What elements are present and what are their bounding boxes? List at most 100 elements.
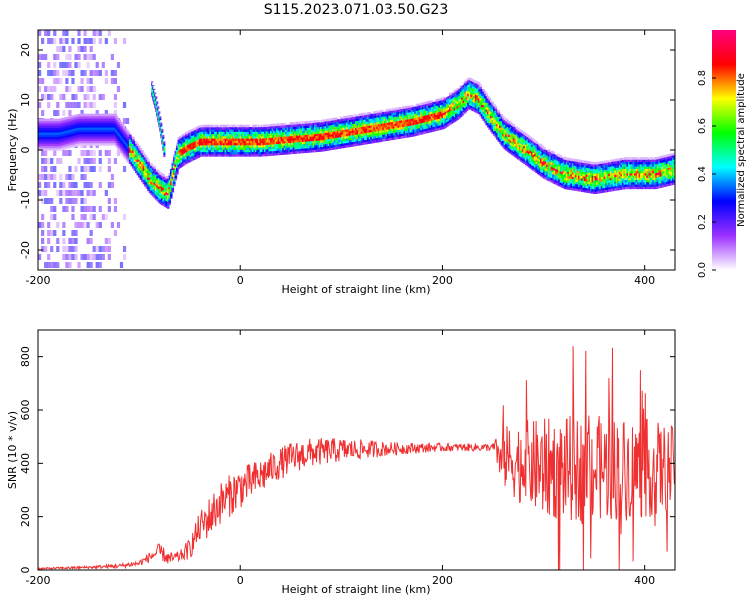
- heatmap-cell: [270, 153, 273, 156]
- heatmap-cell: [74, 144, 77, 147]
- heatmap-cell: [488, 115, 492, 119]
- heatmap-cell: [536, 158, 540, 161]
- heatmap-cell: [129, 139, 132, 142]
- heatmap-cell: [56, 123, 59, 126]
- heatmap-cell: [259, 138, 263, 141]
- heatmap-cell: [427, 109, 431, 113]
- heatmap-cell: [494, 126, 498, 129]
- heatmap-cell: [465, 90, 469, 94]
- heatmap-cell: [109, 131, 112, 135]
- heatmap-cell: [241, 145, 244, 148]
- heatmap-cell: [386, 133, 390, 137]
- heatmap-cell: [286, 129, 290, 132]
- heatmap-cell: [267, 151, 270, 154]
- heatmap-cell: [110, 143, 114, 146]
- heatmap-cell: [445, 124, 449, 127]
- heatmap-cell: [282, 145, 285, 149]
- heatmap-cell: [159, 185, 162, 189]
- heatmap-cell: [403, 117, 407, 121]
- heatmap-cell: [468, 91, 472, 94]
- heatmap-cell: [66, 141, 70, 144]
- heatmap-cell: [109, 127, 112, 130]
- heatmap-cell: [75, 123, 79, 126]
- heatmap-cell: [104, 125, 108, 128]
- heatmap-cell: [159, 197, 162, 200]
- heatmap-cell: [509, 128, 513, 132]
- heatmap-cell: [63, 130, 67, 134]
- heatmap-cell: [536, 169, 540, 172]
- heatmap-cell: [518, 151, 522, 154]
- heatmap-cell: [160, 182, 164, 185]
- heatmap-cell: [496, 112, 499, 116]
- heatmap-cell: [303, 148, 307, 151]
- heatmap-cell: [183, 155, 187, 159]
- heatmap-cell: [424, 124, 428, 127]
- heatmap-cell: [489, 115, 493, 119]
- heatmap-cell: [535, 143, 539, 147]
- heatmap-cell: [459, 98, 463, 102]
- heatmap-cell: [223, 142, 226, 146]
- heatmap-cell: [509, 131, 513, 134]
- heatmap-cell: [376, 112, 379, 116]
- heatmap-cell: [527, 135, 531, 139]
- heatmap-cell: [515, 126, 519, 130]
- heatmap-cell: [368, 116, 372, 120]
- heatmap-cell: [113, 78, 118, 84]
- heatmap-cell: [171, 162, 175, 166]
- heatmap-cell: [512, 153, 516, 157]
- heatmap-cell: [514, 143, 517, 147]
- heatmap-cell: [247, 145, 250, 148]
- heatmap-cell: [276, 123, 279, 127]
- heatmap-cell: [59, 190, 63, 196]
- heatmap-cell: [373, 131, 376, 135]
- heatmap-cell: [182, 136, 185, 139]
- heatmap-cell: [367, 130, 370, 133]
- heatmap-cell: [276, 152, 279, 156]
- heatmap-cell: [370, 138, 373, 142]
- heatmap-cell: [68, 134, 71, 137]
- heatmap-cell: [465, 95, 469, 98]
- heatmap-cell: [505, 130, 508, 133]
- heatmap-cell: [148, 166, 152, 169]
- heatmap-cell: [265, 153, 269, 157]
- heatmap-cell: [129, 141, 132, 144]
- heatmap-cell: [38, 123, 41, 126]
- heatmap-cell: [39, 130, 43, 133]
- heatmap-cell: [326, 143, 329, 147]
- heatmap-cell: [494, 123, 498, 127]
- heatmap-cell: [151, 169, 155, 172]
- heatmap-cell: [411, 125, 414, 128]
- heatmap-cell: [53, 86, 57, 92]
- heatmap-cell: [127, 145, 131, 148]
- heatmap-cell: [373, 113, 376, 117]
- heatmap-cell: [75, 141, 79, 144]
- heatmap-cell: [344, 118, 347, 121]
- heatmap-cell: [263, 124, 267, 128]
- heatmap-cell: [212, 145, 216, 148]
- heatmap-cell: [113, 143, 117, 146]
- heatmap-cell: [382, 127, 385, 131]
- heatmap-cell: [157, 186, 161, 190]
- heatmap-cell: [124, 152, 128, 156]
- heatmap-cell: [215, 149, 219, 153]
- heatmap-cell: [311, 143, 314, 146]
- heatmap-cell: [309, 147, 313, 151]
- heatmap-cell: [473, 100, 476, 103]
- heatmap-cell: [518, 131, 522, 134]
- heatmap-cell: [209, 142, 212, 146]
- heatmap-cell: [430, 129, 434, 132]
- heatmap-cell: [153, 193, 156, 196]
- heatmap-cell: [282, 127, 285, 131]
- heatmap-cell: [65, 119, 68, 122]
- heatmap-cell: [148, 172, 152, 176]
- heatmap-cell: [95, 127, 99, 130]
- heatmap-cell: [60, 122, 64, 126]
- heatmap-cell: [50, 145, 53, 149]
- heatmap-cell: [89, 131, 93, 135]
- heatmap-cell: [538, 143, 542, 147]
- heatmap-cell: [464, 96, 467, 100]
- heatmap-cell: [370, 120, 373, 124]
- heatmap-cell: [435, 117, 438, 120]
- heatmap-cell: [101, 116, 105, 119]
- heatmap-cell: [483, 102, 487, 106]
